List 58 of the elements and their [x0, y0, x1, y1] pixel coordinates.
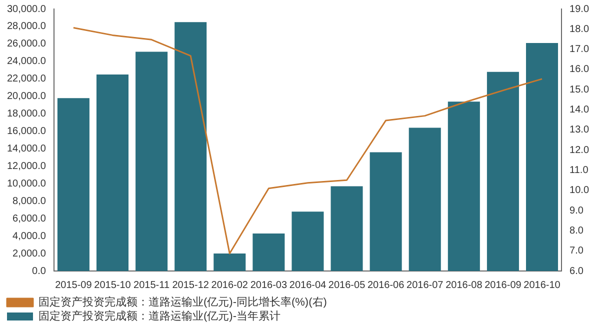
x-tick-label: 2016-02: [211, 280, 248, 291]
y2-tick-label: 14.0: [570, 104, 590, 116]
y-tick-label: 30,000.0: [6, 4, 46, 15]
y2-tick-label: 6.0: [570, 266, 584, 277]
bar: [136, 52, 168, 271]
y-tick-label: 8,000.0: [12, 196, 46, 207]
y-tick-label: 6,000.0: [12, 213, 46, 224]
x-tick-label: 2015-10: [94, 280, 132, 291]
y2-tick-label: 10.0: [570, 185, 590, 196]
x-tick-label: 2015-12: [172, 280, 210, 291]
legend-label: 固定资产投资完成额：道路运输业(亿元)-当年累计: [38, 310, 280, 323]
y2-tick-label: 9.0: [570, 205, 584, 216]
legend-label: 固定资产投资完成额：道路运输业(亿元)-同比增长率(%)(右): [38, 296, 327, 309]
bar: [292, 212, 324, 271]
y-tick-label: 26,000.0: [6, 38, 46, 50]
bar: [370, 152, 402, 271]
x-tick-label: 2016-06: [367, 280, 405, 291]
y2-tick-label: 12.0: [570, 144, 590, 156]
bar: [214, 254, 246, 271]
bar: [252, 233, 285, 271]
y-tick-label: 18,000.0: [6, 108, 46, 120]
y2-tick-label: 19.0: [570, 4, 590, 15]
y-tick-label: 2,000.0: [12, 248, 46, 260]
y2-tick-label: 11.0: [570, 164, 589, 176]
y-tick-label: 20,000.0: [6, 91, 46, 102]
x-tick-label: 2016-08: [446, 280, 483, 291]
bar: [526, 43, 558, 271]
bar: [486, 72, 519, 271]
x-tick-label: 2016-10: [524, 280, 561, 291]
y2-tick-label: 18.0: [570, 24, 590, 35]
y-tick-label: 16,000.0: [6, 126, 46, 138]
bar: [96, 74, 129, 271]
y2-tick-label: 17.0: [570, 44, 590, 56]
y2-tick-label: 15.0: [570, 84, 590, 96]
bar: [448, 102, 480, 271]
y2-tick-label: 7.0: [570, 246, 584, 257]
y-tick-label: 10,000.0: [6, 178, 46, 190]
x-tick-label: 2015-11: [134, 280, 170, 291]
bar: [330, 186, 363, 271]
y2-tick-label: 16.0: [570, 64, 590, 76]
x-tick-label: 2016-09: [484, 280, 522, 291]
x-tick-label: 2016-05: [328, 280, 366, 291]
y-tick-label: 22,000.0: [6, 74, 46, 85]
y-tick-label: 24,000.0: [6, 56, 46, 68]
bar: [174, 22, 207, 271]
bar: [57, 98, 90, 271]
y-tick-label: 28,000.0: [6, 21, 46, 32]
y-tick-label: 4,000.0: [12, 230, 46, 242]
y2-tick-label: 8.0: [570, 225, 584, 236]
y2-tick-label: 13.0: [570, 124, 590, 136]
y-tick-label: 14,000.0: [6, 143, 46, 154]
x-tick-label: 2016-04: [289, 280, 327, 291]
x-tick-label: 2016-03: [250, 280, 288, 291]
bar: [408, 128, 441, 271]
y-tick-label: 0.0: [32, 266, 46, 277]
x-tick-label: 2016-07: [406, 280, 444, 291]
x-tick-label: 2015-09: [55, 280, 92, 291]
y-tick-label: 12,000.0: [6, 160, 46, 172]
